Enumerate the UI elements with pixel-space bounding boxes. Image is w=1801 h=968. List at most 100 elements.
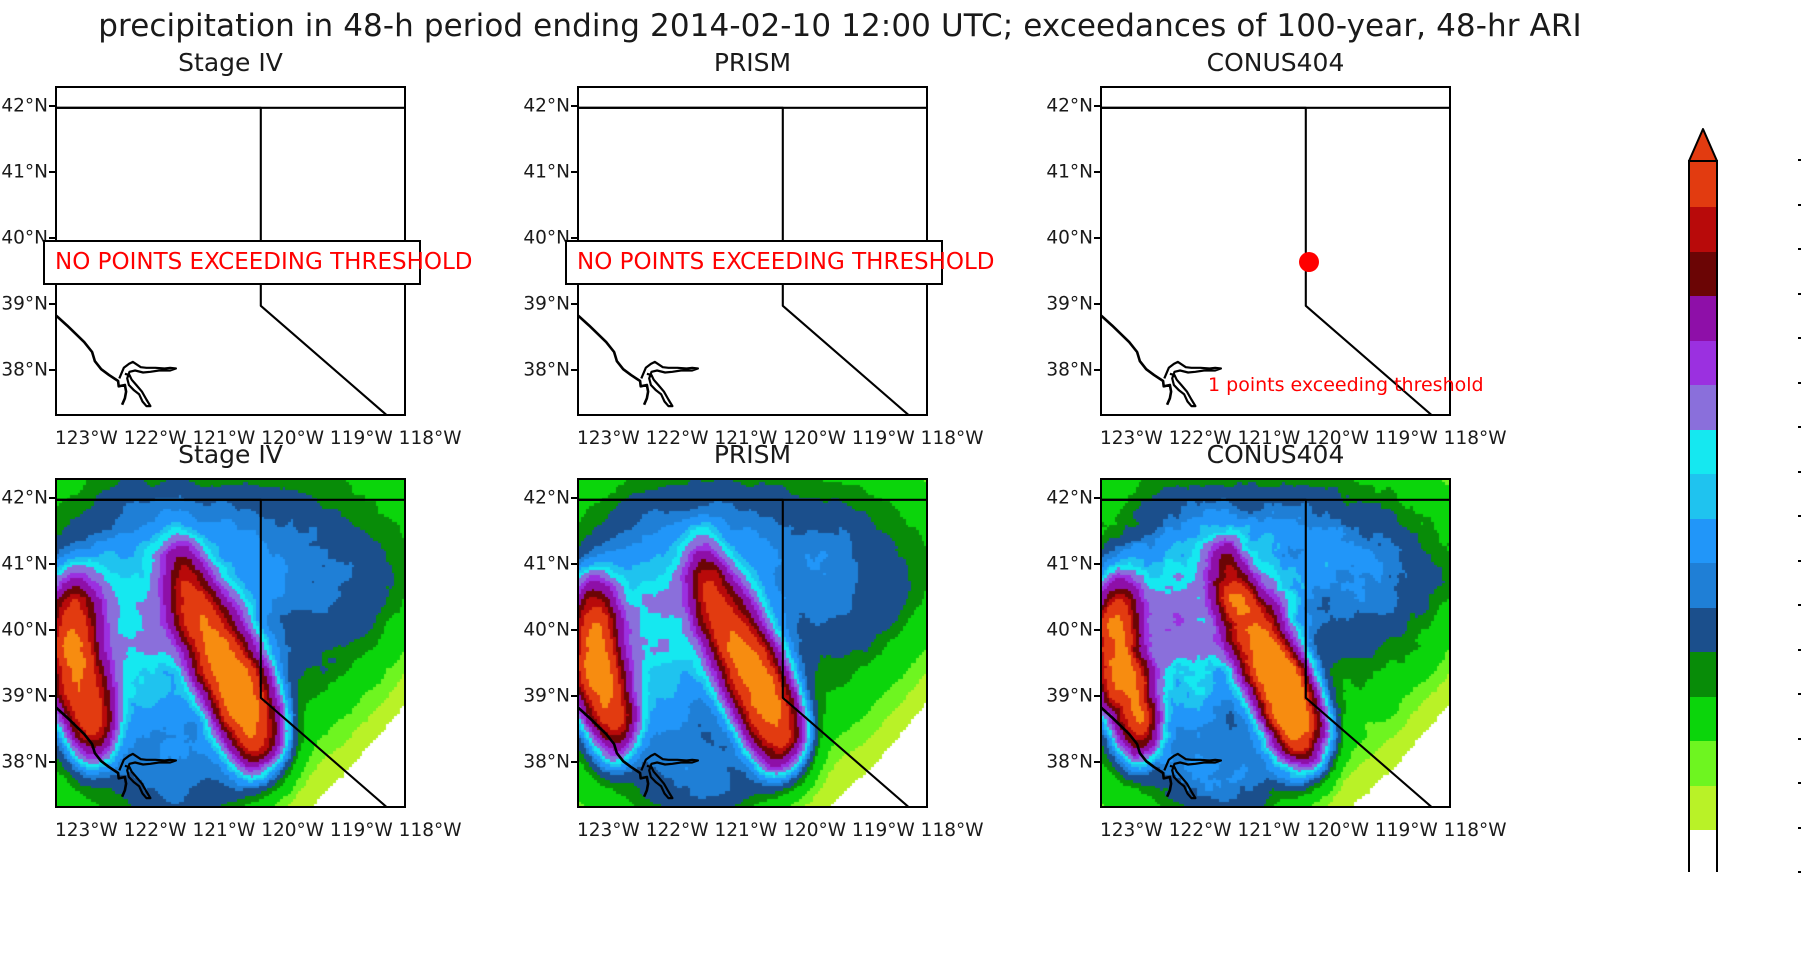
y-tick-mark <box>1094 104 1100 107</box>
precipitation-contour-field <box>1102 480 1449 806</box>
y-tick-label: 42°N <box>523 487 570 509</box>
y-tick-mark <box>1094 628 1100 631</box>
x-tick-labels: 123°W 122°W 121°W 120°W 119°W 118°W <box>55 428 462 449</box>
colorbar-tick-mark <box>1798 159 1801 161</box>
colorbar-tick-mark <box>1798 604 1801 606</box>
border-path <box>1102 314 1173 406</box>
panel-title: CONUS404 <box>1206 440 1345 469</box>
y-tick-label: 42°N <box>1 487 48 509</box>
y-tick-mark <box>49 694 55 697</box>
y-tick-mark <box>49 562 55 565</box>
y-tick-label: 41°N <box>1046 161 1093 183</box>
x-tick-labels: 123°W 122°W 121°W 120°W 119°W 118°W <box>577 820 984 841</box>
border-path <box>1163 360 1222 408</box>
y-tick-label: 42°N <box>1046 487 1093 509</box>
map-panel-prism-row1: PRISM 42°N 41°N 40°N 39°N 38°N 123°W 122°W 121… <box>523 440 983 841</box>
x-tick-labels: 123°W 122°W 121°W 120°W 119°W 118°W <box>577 428 984 449</box>
state-outline-overlay <box>1102 106 1449 414</box>
y-tick-label: 40°N <box>523 619 570 641</box>
exceedance-point-marker <box>1298 252 1319 273</box>
y-tick-mark <box>1094 170 1100 173</box>
y-tick-mark <box>49 104 55 107</box>
y-tick-mark <box>1094 496 1100 499</box>
y-tick-label: 42°N <box>1046 95 1093 117</box>
colorbar-segment <box>1690 340 1716 386</box>
colorbar-segment <box>1690 651 1716 697</box>
map-panel-conus404-row1: CONUS404 42°N 41°N 40°N 39°N 38°N 123°W 122°W … <box>1046 440 1506 841</box>
y-tick-mark <box>1094 236 1100 239</box>
border-path <box>57 106 387 414</box>
map-panel-stage-iv-row1: Stage IV 42°N 41°N 40°N 39°N 38°N 123°W 122°W … <box>1 440 461 841</box>
panel-title: PRISM <box>713 48 792 77</box>
colorbar-tick-mark <box>1798 426 1801 428</box>
y-tick-mark <box>1094 694 1100 697</box>
exceedance-count-label: 1 points exceeding threshold <box>1208 374 1484 396</box>
colorbar-segment <box>1690 384 1716 430</box>
y-tick-mark <box>571 562 577 565</box>
y-tick-mark <box>571 694 577 697</box>
map-panel-prism-row0: PRISM 42°N 41°N 40°N 39°N 38°N 123°W 122°W 121… <box>523 48 994 449</box>
border-path <box>57 498 387 806</box>
y-tick-label: 41°N <box>1 161 48 183</box>
y-tick-label: 42°N <box>523 95 570 117</box>
y-tick-mark <box>571 760 577 763</box>
y-tick-label: 41°N <box>523 553 570 575</box>
y-tick-mark <box>571 302 577 305</box>
colorbar-tick-mark <box>1798 826 1801 829</box>
y-tick-label: 41°N <box>1046 553 1093 575</box>
state-outline-overlay <box>1102 498 1449 806</box>
state-outline-overlay <box>57 498 404 806</box>
panel-title: Stage IV <box>178 440 283 469</box>
y-tick-label: 39°N <box>1046 685 1093 707</box>
map-axes <box>1100 86 1451 416</box>
y-tick-mark <box>571 368 577 371</box>
precipitation-contour-field <box>57 480 404 806</box>
y-tick-mark <box>49 760 55 763</box>
y-tick-mark <box>571 104 577 107</box>
colorbar-extend-arrow-shape <box>1688 128 1718 162</box>
border-path <box>579 706 650 798</box>
colorbar-tick-mark <box>1798 515 1801 517</box>
border-path <box>579 314 650 406</box>
y-tick-mark <box>49 496 55 499</box>
y-tick-label: 42°N <box>1 95 48 117</box>
map-axes <box>577 478 928 808</box>
map-panel-stage-iv-row0: Stage IV 42°N 41°N 40°N 39°N 38°N 123°W 122°W … <box>1 48 472 449</box>
colorbar-segment <box>1690 473 1716 519</box>
y-tick-mark <box>571 236 577 239</box>
y-tick-label: 38°N <box>1 359 48 381</box>
border-path <box>118 360 177 408</box>
y-tick-mark <box>571 628 577 631</box>
no-points-banner: NO POINTS EXCEEDING THRESHOLD <box>565 239 995 285</box>
border-path <box>640 752 699 800</box>
y-tick-label: 40°N <box>1046 227 1093 249</box>
colorbar-tick-mark <box>1798 737 1801 740</box>
y-tick-label: 39°N <box>1 293 48 315</box>
colorbar-tick-mark <box>1798 292 1801 295</box>
colorbar-segment <box>1690 162 1716 208</box>
colorbar-segment <box>1690 740 1716 786</box>
border-path <box>579 106 909 414</box>
colorbar-extend-arrow <box>1688 128 1718 162</box>
y-tick-label: 38°N <box>1046 751 1093 773</box>
colorbar-tick-mark <box>1798 248 1801 250</box>
x-tick-labels: 123°W 122°W 121°W 120°W 119°W 118°W <box>55 820 462 841</box>
colorbar-tick-mark <box>1798 381 1801 384</box>
colorbar-segment <box>1690 696 1716 742</box>
border-path <box>1102 706 1173 798</box>
y-tick-mark <box>49 170 55 173</box>
panel-title: PRISM <box>713 440 792 469</box>
y-tick-label: 38°N <box>523 751 570 773</box>
state-outline-overlay <box>579 498 926 806</box>
y-tick-mark <box>49 302 55 305</box>
colorbar-segment <box>1690 429 1716 475</box>
border-path <box>57 314 128 406</box>
y-tick-label: 40°N <box>1 619 48 641</box>
precipitation-contour-field <box>579 480 926 806</box>
y-tick-label: 41°N <box>1 553 48 575</box>
colorbar-tick-mark <box>1798 337 1801 339</box>
y-tick-mark <box>1094 302 1100 305</box>
colorbar-tick-mark <box>1798 871 1801 873</box>
colorbar-tick-mark <box>1798 782 1801 784</box>
colorbar-segment <box>1690 785 1716 831</box>
